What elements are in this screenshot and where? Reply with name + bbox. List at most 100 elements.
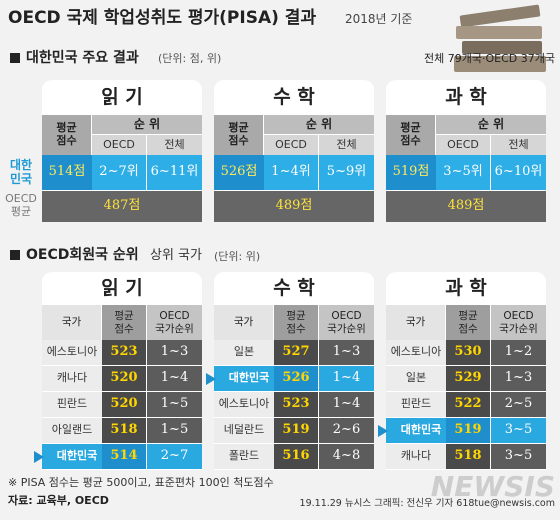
rank: 2~6: [319, 418, 374, 444]
header-oecd: OECD: [436, 135, 491, 155]
country: 에스토니아: [214, 392, 274, 418]
source: 자료: 교육부, OECD: [8, 493, 109, 507]
score: 529: [446, 366, 491, 392]
rank: 3~5: [491, 418, 546, 444]
header-score: 평균 점수: [42, 115, 92, 155]
credit: 19.11.29 뉴시스 그래픽: 전신우 기자 618tue@newsis.c…: [299, 497, 555, 509]
unit: (단위: 위): [214, 249, 261, 263]
rank: 1~2: [491, 340, 546, 366]
header-all: 전체: [319, 135, 374, 155]
score: 530: [446, 340, 491, 366]
section-heading: OECD회원국 순위: [26, 246, 139, 263]
rank: 1~4: [319, 392, 374, 418]
score: 519: [274, 418, 319, 444]
korea-oecd-rank: 1~4위: [264, 155, 319, 190]
header-rank: 순 위: [92, 115, 202, 135]
header-oecd: OECD: [92, 135, 147, 155]
header-rank: 순 위: [264, 115, 374, 135]
oecd-average: 487점: [42, 190, 202, 222]
panel-title: 수 학: [214, 272, 374, 305]
section-heading: 대한민국 주요 결과: [26, 49, 139, 66]
section-heading-2: 상위 국가: [150, 247, 202, 263]
score: 526: [274, 366, 319, 392]
score: 520: [102, 366, 147, 392]
header-all: 전체: [147, 135, 202, 155]
score: 522: [446, 392, 491, 418]
column-header: 국가: [214, 305, 274, 340]
country: 대한민국: [42, 444, 102, 470]
rank: 1~5: [147, 392, 202, 418]
rank: 2~7: [147, 444, 202, 470]
korea-oecd-rank: 3~5위: [436, 155, 491, 190]
country: 에스토니아: [386, 340, 446, 366]
highlight-arrow: [206, 373, 216, 385]
column-header: OECD 국가순위: [491, 305, 546, 340]
panel-title: 읽 기: [42, 272, 202, 305]
country: 폴란드: [214, 444, 274, 470]
score: 519: [446, 418, 491, 444]
score: 527: [274, 340, 319, 366]
score: 518: [446, 444, 491, 470]
score: 518: [102, 418, 147, 444]
column-header: 국가: [386, 305, 446, 340]
country: 아일랜드: [42, 418, 102, 444]
korea-score: 519점: [386, 155, 436, 190]
footnote: ※ PISA 점수는 평균 500이고, 표준편차 100인 척도점수: [8, 475, 274, 489]
korea-oecd-rank: 2~7위: [92, 155, 147, 190]
rank: 1~4: [319, 366, 374, 392]
subtitle: 2018년 기준: [345, 12, 413, 27]
rank: 3~5: [491, 444, 546, 470]
korea-all-rank: 6~11위: [147, 155, 202, 190]
score: 520: [102, 392, 147, 418]
country: 핀란드: [42, 392, 102, 418]
oecd-average: 489점: [386, 190, 546, 222]
country: 캐나다: [42, 366, 102, 392]
rank: 4~8: [319, 444, 374, 470]
korea-all-rank: 6~10위: [491, 155, 546, 190]
column-header: OECD 국가순위: [319, 305, 374, 340]
country: 캐나다: [386, 444, 446, 470]
header-score: 평균 점수: [214, 115, 264, 155]
rank: 1~3: [319, 340, 374, 366]
rank: 1~5: [147, 418, 202, 444]
korea-score: 526점: [214, 155, 264, 190]
rank: 1~3: [491, 366, 546, 392]
korea-all-rank: 5~9위: [319, 155, 374, 190]
header-oecd: OECD: [264, 135, 319, 155]
watermark: NEWSIS: [430, 469, 555, 503]
title: OECD 국제 학업성취도 평가(PISA) 결과: [8, 8, 317, 29]
row-label: OECD 평균: [5, 192, 37, 218]
highlight-arrow: [34, 451, 44, 463]
highlight-arrow: [378, 425, 388, 437]
rank: 1~3: [147, 340, 202, 366]
header-all: 전체: [491, 135, 546, 155]
column-header: 평균 점수: [102, 305, 147, 340]
bullet: [10, 53, 20, 63]
header-score: 평균 점수: [386, 115, 436, 155]
panel-title: 수 학: [214, 80, 374, 115]
country: 일본: [386, 366, 446, 392]
score: 516: [274, 444, 319, 470]
country: 네덜란드: [214, 418, 274, 444]
country: 일본: [214, 340, 274, 366]
panel-title: 과 학: [386, 80, 546, 115]
row-label: 대한 민국: [9, 157, 33, 186]
column-header: 평균 점수: [274, 305, 319, 340]
column-header: OECD 국가순위: [147, 305, 202, 340]
column-header: 국가: [42, 305, 102, 340]
country: 핀란드: [386, 392, 446, 418]
score: 523: [274, 392, 319, 418]
note: 전체 79개국·OECD 37개국: [424, 51, 555, 65]
panel-title: 읽 기: [42, 80, 202, 115]
score: 523: [102, 340, 147, 366]
country: 대한민국: [386, 418, 446, 444]
score: 514: [102, 444, 147, 470]
header-rank: 순 위: [436, 115, 546, 135]
unit: (단위: 점, 위): [158, 51, 222, 65]
rank: 2~5: [491, 392, 546, 418]
column-header: 평균 점수: [446, 305, 491, 340]
panel-title: 과 학: [386, 272, 546, 305]
rank: 1~4: [147, 366, 202, 392]
country: 에스토니아: [42, 340, 102, 366]
